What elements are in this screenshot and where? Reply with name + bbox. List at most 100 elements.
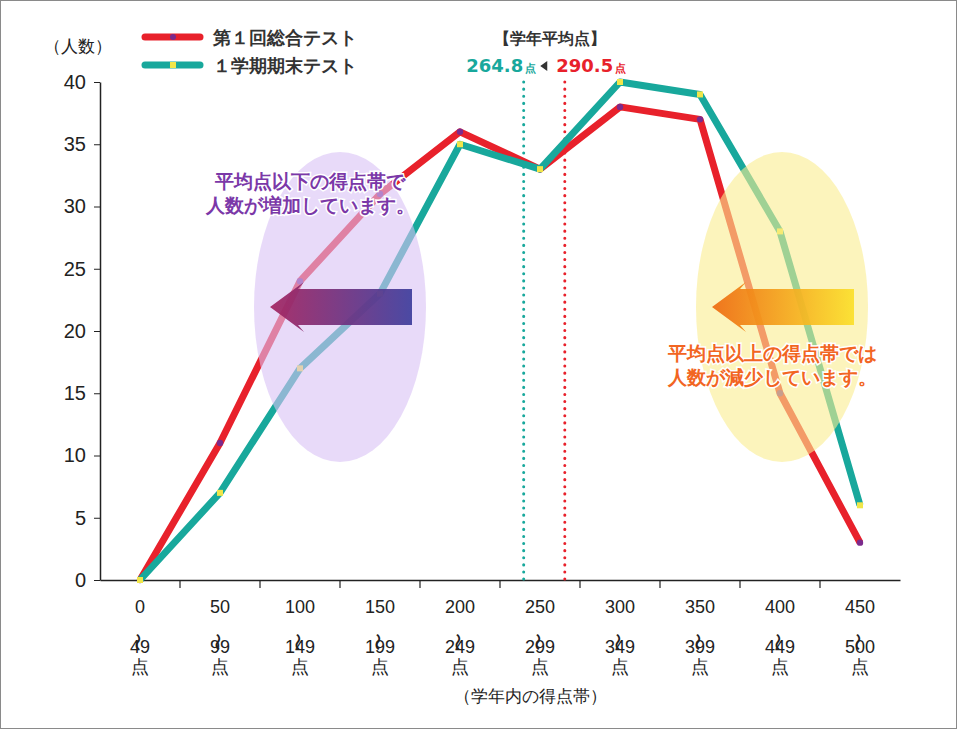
arrow — [712, 282, 854, 332]
y-tick-label: 0 — [75, 569, 86, 591]
category-divider — [179, 580, 180, 588]
y-tick-mark — [94, 580, 100, 581]
y-tick-label: 5 — [75, 507, 86, 529]
y-tick-mark — [94, 207, 100, 208]
frame — [1, 1, 957, 729]
y-tick-label: 20 — [64, 320, 86, 342]
y-tick: 40 — [64, 71, 100, 93]
chart: 0 5 10 15 20 25 30 35 40 0〜49点 50〜99点 100〜149点 150〜1… — [0, 0, 957, 729]
annotations: 平均点以下の得点帯で人数が増加しています。平均点以上の得点帯では人数が減少してい… — [205, 152, 877, 462]
x-tick-label: 150〜199点 — [365, 597, 395, 677]
category-divider — [819, 580, 820, 588]
y-axis-title: （人数） — [44, 36, 112, 56]
annotation-line: 平均点以下の得点帯で — [214, 170, 406, 192]
legend-swatch — [145, 34, 200, 41]
series-marker — [617, 104, 623, 110]
category-divider — [259, 580, 260, 588]
x-tick: 300〜349点 — [605, 580, 635, 677]
x-axis-title: （学年内の得点帯） — [454, 686, 607, 706]
average-unit: 点 — [525, 62, 536, 75]
x-tick: 250〜299点 — [525, 580, 555, 677]
x-tick: 450〜500点 — [845, 580, 875, 677]
legend-swatch — [145, 62, 200, 69]
y-tick-mark — [94, 518, 100, 519]
legend-label: 第１回総合テスト — [212, 27, 357, 48]
series-marker — [857, 502, 863, 508]
legend-label: １学期期末テスト — [213, 55, 357, 76]
series-marker — [697, 91, 703, 97]
y-tick: 10 — [64, 444, 100, 466]
x-axis: 0〜49点 50〜99点 100〜149点 150〜199点 200〜249点 250〜2… — [101, 580, 901, 677]
y-tick-label: 35 — [64, 133, 86, 155]
series-marker — [457, 141, 463, 147]
y-tick: 35 — [64, 133, 100, 155]
x-tick: 0〜49点 — [127, 580, 150, 677]
y-tick-label: 25 — [64, 258, 86, 280]
y-tick-mark — [94, 331, 100, 332]
category-divider — [579, 580, 580, 588]
annotation-line: 人数が増加しています。 — [205, 194, 415, 216]
y-tick: 5 — [75, 507, 100, 529]
x-tick-label: 350〜399点 — [685, 597, 715, 677]
annotation-line: 人数が減少しています。 — [667, 366, 877, 388]
series-marker — [137, 577, 143, 583]
x-tick-label: 0〜49点 — [127, 597, 150, 677]
averages-title: 【学年平均点】 — [494, 29, 606, 48]
legend-marker — [170, 62, 176, 68]
average-line — [522, 82, 525, 580]
series-marker — [137, 577, 143, 583]
category-divider — [739, 580, 740, 588]
y-tick: 25 — [64, 258, 100, 280]
average-line — [563, 82, 566, 580]
series-marker — [457, 129, 463, 135]
x-tick: 100〜149点 — [285, 580, 315, 677]
y-tick-label: 40 — [64, 71, 86, 93]
y-tick-label: 30 — [64, 195, 86, 217]
highlight-ellipse — [696, 152, 868, 462]
x-tick-label: 200〜249点 — [445, 597, 475, 677]
category-divider — [339, 580, 340, 588]
y-tick: 30 — [64, 195, 100, 217]
annotation-text: 平均点以上の得点帯では人数が減少しています。 — [667, 342, 877, 388]
annotation-line: 平均点以上の得点帯では — [667, 342, 877, 364]
y-tick-mark — [94, 456, 100, 457]
average-number: 290.5 — [556, 55, 613, 76]
series-marker — [217, 490, 223, 496]
y-tick-label: 10 — [64, 444, 86, 466]
y-tick-mark — [94, 82, 100, 83]
average-value: 264.8点 — [466, 55, 536, 76]
series-marker — [217, 440, 223, 446]
legend: 第１回総合テスト １学期期末テスト — [145, 27, 357, 76]
y-tick-mark — [94, 393, 100, 394]
legend-marker — [170, 34, 176, 40]
average-pointer — [540, 61, 547, 71]
x-tick: 200〜249点 — [445, 580, 475, 677]
x-tick: 150〜199点 — [365, 580, 395, 677]
series-marker — [857, 539, 863, 545]
y-tick-label: 15 — [64, 382, 86, 404]
category-divider — [419, 580, 420, 588]
series-marker — [697, 116, 703, 122]
x-tick: 400〜449点 — [765, 580, 795, 677]
average-unit: 点 — [615, 62, 626, 75]
x-tick: 50〜99点 — [207, 580, 230, 677]
series-marker — [537, 166, 543, 172]
x-tick-label: 50〜99点 — [207, 597, 230, 677]
series-marker — [537, 166, 543, 172]
x-tick-label: 100〜149点 — [285, 597, 315, 677]
y-tick-mark — [94, 269, 100, 270]
annotation-text: 平均点以下の得点帯で人数が増加しています。 — [205, 170, 415, 216]
x-tick-label: 450〜500点 — [845, 597, 875, 677]
x-tick-label: 300〜349点 — [605, 597, 635, 677]
series-marker — [617, 79, 623, 85]
y-tick: 20 — [64, 320, 100, 342]
category-divider — [499, 580, 500, 588]
arrow — [270, 282, 412, 332]
y-tick: 0 — [75, 569, 100, 591]
x-tick-label: 250〜299点 — [525, 597, 555, 677]
y-tick: 15 — [64, 382, 100, 404]
average-value: 290.5点 — [556, 55, 626, 76]
category-divider — [659, 580, 660, 588]
x-tick-label: 400〜449点 — [765, 597, 795, 677]
y-axis: 0 5 10 15 20 25 30 35 40 — [64, 71, 101, 591]
